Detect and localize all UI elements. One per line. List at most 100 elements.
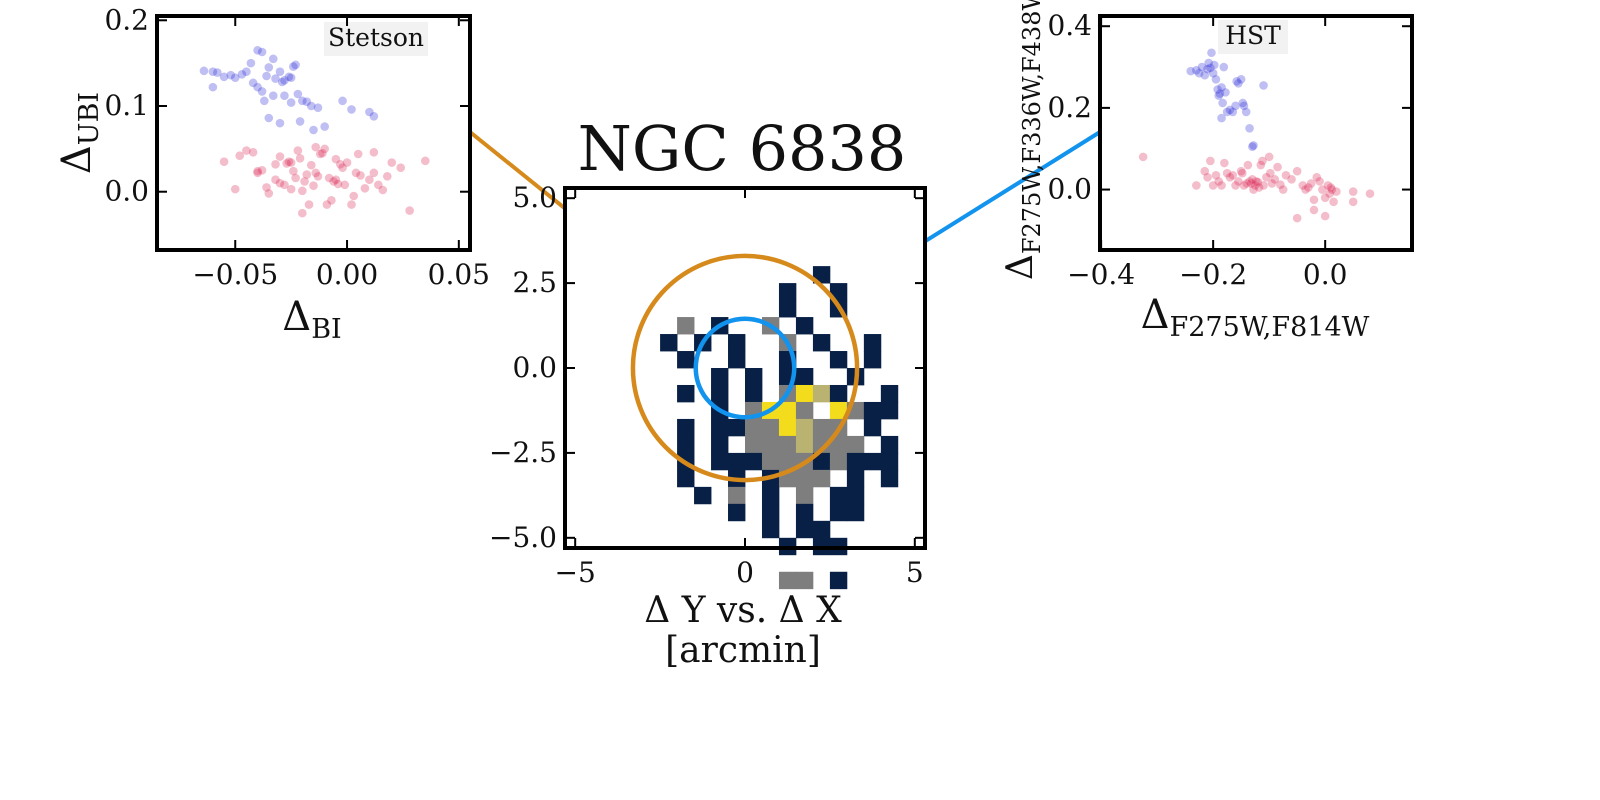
- stetson-point-s1-30: [322, 200, 332, 209]
- stetson-point-s0-38: [338, 96, 347, 106]
- density-cell-8-9: [795, 384, 814, 403]
- stetson-point-s0-35: [264, 113, 274, 123]
- density-cell-7-6: [745, 368, 763, 386]
- stetson-ticks: −0.05 0.00 0.05 0.0 0.1 0.2: [104, 3, 490, 291]
- stetson-point-s0-17: [271, 74, 280, 83]
- hst-point-s1-12: [1228, 170, 1238, 180]
- spatial-xlabel: Δ Y vs. Δ X: [644, 590, 842, 631]
- stetson-point-s1-46: [374, 180, 383, 190]
- hst-points: [1138, 48, 1375, 223]
- spatial-xlabel-unit: [arcmin]: [665, 630, 821, 671]
- stetson-label: Stetson: [328, 23, 424, 52]
- density-cell-13-10: [812, 469, 831, 488]
- density-cell-13-9: [795, 469, 814, 488]
- stetson-point-s0-30: [268, 91, 278, 101]
- stetson-point-s1-9: [271, 175, 280, 185]
- hst-point-s1-8: [1217, 181, 1226, 190]
- density-cell-5-1: [660, 334, 678, 352]
- hst-point-s1-11: [1225, 173, 1235, 182]
- hst-point-s0-21: [1228, 107, 1238, 117]
- density-cell-6-13: [863, 351, 882, 369]
- density-cell-12-4: [711, 452, 729, 471]
- stetson-point-s0-22: [286, 73, 296, 83]
- hst-point-s0-17: [1219, 62, 1229, 72]
- hst-point-s0-32: [1259, 81, 1268, 90]
- stetson-point-s0-3: [219, 72, 229, 82]
- stetson-point-s0-29: [313, 103, 323, 113]
- stetson-point-s1-45: [369, 168, 379, 178]
- hst-point-s1-5: [1208, 181, 1218, 190]
- density-cell-12-6: [745, 452, 763, 471]
- hst-frame: [1098, 14, 1414, 252]
- stetson-point-s1-14: [286, 158, 296, 167]
- stetson-point-s1-40: [347, 200, 356, 209]
- stetson-point-s0-13: [257, 87, 267, 96]
- hst-point-s0-28: [1241, 107, 1251, 117]
- hst-point-s1-20: [1245, 177, 1254, 186]
- stetson-point-s1-11: [280, 180, 289, 190]
- density-cell-14-12: [846, 486, 865, 505]
- density-cell-9-11: [829, 401, 848, 420]
- hst-point-s0-5: [1203, 64, 1212, 74]
- stetson-point-s1-18: [295, 153, 305, 163]
- spatial-ytick-label: −2.5: [489, 436, 557, 469]
- stetson-point-s1-35: [333, 179, 343, 189]
- density-cell-12-5: [728, 452, 746, 471]
- stetson-point-s1-44: [365, 175, 374, 185]
- hst-point-s1-9: [1220, 158, 1229, 168]
- hst-point-s0-27: [1239, 101, 1249, 111]
- hst-point-s0-33: [1217, 113, 1226, 123]
- density-cell-16-9: [795, 520, 814, 539]
- hst-point-s1-2: [1200, 166, 1210, 176]
- stetson-point-s1-60: [369, 147, 379, 157]
- stetson-point-s1-37: [338, 163, 347, 173]
- spatial-ytick-label: 0.0: [512, 351, 557, 384]
- hst-point-s1-22: [1248, 175, 1257, 184]
- hst-point-s1-60: [1320, 211, 1330, 221]
- stetson-ylabel: ΔUBI: [54, 92, 105, 174]
- stetson-point-s1-12: [282, 159, 291, 168]
- density-cell-10-4: [711, 418, 729, 437]
- hst-point-s1-51: [1323, 181, 1333, 190]
- hst-point-s1-26: [1253, 177, 1263, 187]
- hst-point-s1-42: [1298, 181, 1308, 190]
- hst-point-s1-62: [1309, 205, 1319, 215]
- hst-field-circle: [693, 316, 797, 420]
- stetson-point-s1-16: [291, 173, 300, 183]
- stetson-point-s0-42: [320, 122, 329, 131]
- stetson-point-s0-7: [242, 67, 251, 77]
- hst-point-s0-6: [1204, 58, 1213, 68]
- hst-point-s1-44: [1304, 183, 1313, 192]
- density-cell-5-13: [863, 334, 882, 352]
- stetson-point-s0-0: [199, 66, 209, 76]
- stetson-point-s1-6: [257, 165, 267, 175]
- hst-point-s0-30: [1248, 142, 1257, 151]
- hst-point-s0-14: [1215, 89, 1225, 98]
- density-cell-16-10: [812, 520, 831, 539]
- hst-xtick-label: −0.2: [1179, 258, 1247, 291]
- density-cell-11-7: [761, 435, 780, 454]
- stetson-point-s1-2: [235, 151, 245, 161]
- density-cell-10-10: [812, 418, 831, 437]
- density-cell-10-5: [728, 418, 746, 437]
- stetson-point-s0-14: [262, 71, 271, 81]
- density-cell-13-12: [846, 469, 865, 488]
- density-cell-2-11: [829, 283, 848, 301]
- hst-point-s1-40: [1287, 175, 1296, 184]
- hst-point-s1-30: [1259, 181, 1268, 190]
- hst-point-s1-24: [1250, 181, 1260, 190]
- hst-point-s1-10: [1222, 168, 1232, 178]
- hst-point-s1-7: [1214, 177, 1224, 186]
- stetson-point-s1-20: [300, 177, 309, 186]
- density-cell-9-13: [863, 401, 882, 420]
- density-cell-13-2: [677, 469, 695, 488]
- density-cell-14-9: [795, 486, 814, 505]
- hst-point-s1-6: [1211, 170, 1221, 180]
- stetson-point-s0-16: [268, 54, 278, 64]
- stetson-point-s0-18: [275, 67, 285, 77]
- stetson-point-s1-4: [248, 147, 258, 157]
- density-cell-14-7: [761, 486, 780, 505]
- density-cell-11-11: [829, 435, 848, 454]
- hst-point-s1-14: [1234, 177, 1243, 186]
